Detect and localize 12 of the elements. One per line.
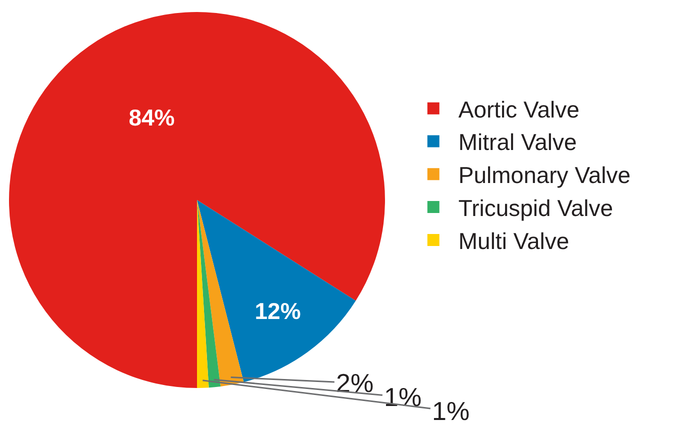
pie-slice [197, 200, 221, 388]
legend-label: Aortic Valve [458, 96, 580, 122]
data-label: 1% [432, 396, 470, 426]
data-label: 2% [336, 368, 374, 398]
data-label: 84% [128, 104, 175, 131]
legend-label: Multi Valve [458, 228, 570, 254]
legend-label: Tricuspid Valve [458, 195, 614, 222]
pie-slice [197, 200, 244, 387]
data-label: 1% [384, 382, 422, 412]
legend-label: Mitral Valve [458, 129, 577, 156]
legend-label: Pulmonary Valve [458, 162, 631, 188]
data-label: 12% [254, 298, 301, 324]
